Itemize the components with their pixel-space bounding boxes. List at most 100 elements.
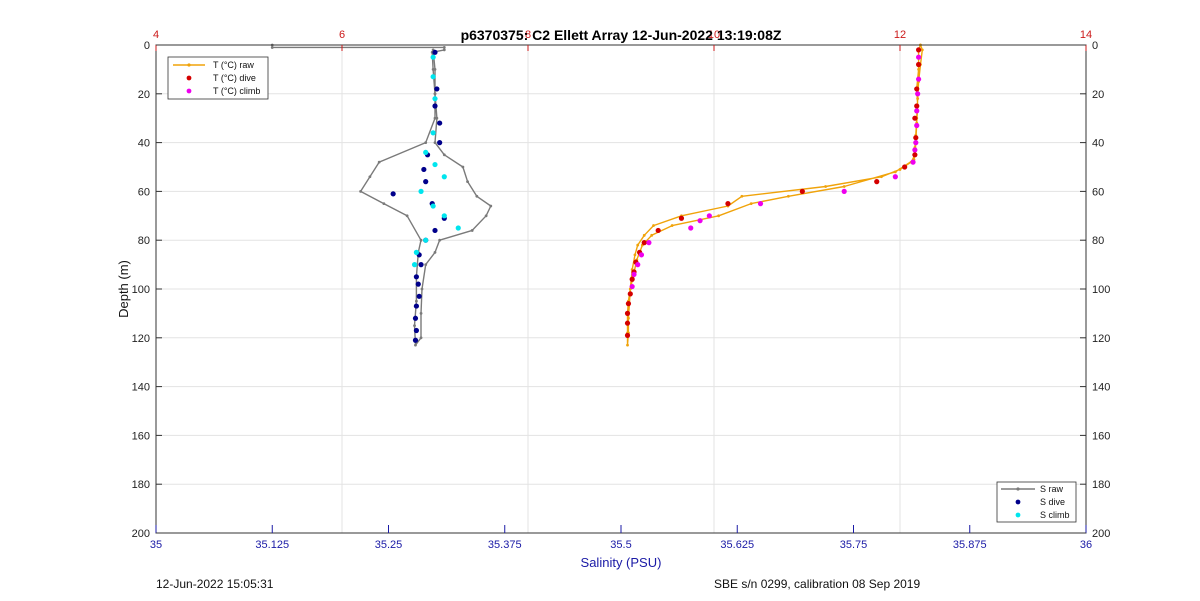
footer-timestamp: 12-Jun-2022 15:05:31 — [156, 577, 274, 591]
depth-tick-label-left: 100 — [132, 284, 150, 296]
series-marker-s-raw — [433, 251, 437, 254]
series-marker-t-c-raw — [717, 214, 721, 218]
data-point-t-c-dive — [641, 240, 647, 246]
data-point-s-climb — [423, 149, 429, 155]
data-point-t-c-dive — [913, 135, 919, 141]
x-axis-label: Salinity (PSU) — [581, 555, 662, 570]
data-point-t-c-climb — [892, 174, 898, 180]
data-point-t-c-climb — [910, 159, 916, 165]
y-axis-label: Depth (m) — [116, 260, 131, 318]
data-point-t-c-climb — [635, 262, 641, 268]
data-point-t-c-dive — [902, 164, 908, 170]
data-point-s-dive — [412, 337, 419, 343]
series-marker-s-raw — [433, 92, 437, 96]
series-marker-s-raw — [435, 116, 439, 120]
data-point-s-climb — [441, 174, 447, 180]
data-point-t-c-climb — [631, 271, 637, 277]
data-point-t-c-dive — [629, 276, 635, 282]
legend-s-dive-marker — [1015, 499, 1021, 505]
series-marker-s-raw — [419, 312, 423, 315]
series-marker-s-raw — [270, 46, 274, 49]
chart-title: p6370375: C2 Ellett Array 12-Jun-2022 13… — [461, 27, 782, 43]
data-point-s-dive — [413, 303, 419, 309]
data-point-t-c-dive — [625, 301, 632, 307]
series-marker-s-raw — [470, 229, 474, 232]
data-point-s-climb — [432, 161, 438, 168]
depth-tick-label-right: 100 — [1092, 284, 1110, 296]
series-marker-s-raw — [359, 190, 362, 193]
data-point-s-dive — [415, 281, 421, 287]
data-point-s-climb — [430, 74, 436, 80]
series-marker-s-raw — [466, 180, 469, 184]
depth-tick-label-left: 180 — [132, 479, 150, 491]
data-point-s-dive — [390, 191, 396, 197]
data-point-s-dive — [432, 227, 438, 234]
depth-tick-label-left: 60 — [138, 186, 150, 198]
depth-tick-label-left: 0 — [144, 40, 150, 52]
series-marker-s-raw — [419, 238, 423, 242]
data-point-t-c-dive — [799, 188, 805, 194]
depth-tick-label-right: 40 — [1092, 138, 1104, 150]
depth-tick-label-left: 160 — [132, 430, 150, 442]
series-marker-s-raw — [424, 263, 428, 266]
data-point-t-c-climb — [914, 108, 920, 114]
data-point-s-dive — [416, 293, 422, 299]
depth-tick-label-right: 200 — [1092, 528, 1110, 540]
salinity-tick-label: 35.5 — [610, 539, 631, 551]
series-marker-s-raw — [420, 287, 424, 291]
data-point-t-c-climb — [916, 76, 922, 82]
series-marker-s-raw — [433, 68, 437, 71]
data-point-s-climb — [423, 237, 429, 243]
salinity-tick-label: 35 — [150, 539, 162, 551]
salinity-tick-label: 36 — [1080, 539, 1092, 551]
data-point-t-c-climb — [697, 218, 703, 224]
salinity-tick-label: 35.75 — [840, 539, 868, 551]
data-point-s-dive — [432, 103, 438, 109]
data-point-s-climb — [430, 130, 436, 136]
legend-s-dive-label: S dive — [1040, 497, 1065, 507]
series-marker-s-raw — [377, 160, 381, 164]
depth-tick-label-right: 160 — [1092, 430, 1110, 442]
legend-s-climb-marker — [1015, 512, 1021, 518]
series-marker-s-raw — [405, 214, 409, 218]
data-point-s-climb — [411, 262, 418, 268]
data-point-s-climb — [413, 249, 419, 255]
series-marker-s-raw — [461, 165, 465, 169]
data-point-t-c-dive — [655, 227, 661, 234]
depth-tick-label-right: 0 — [1092, 40, 1098, 52]
data-point-t-c-climb — [629, 283, 635, 290]
salinity-tick-label: 35.375 — [488, 539, 522, 551]
legend-t-climb-marker — [186, 88, 192, 94]
legend-t-climb-label: T (°C) climb — [213, 86, 260, 96]
data-point-t-c-dive — [624, 310, 631, 316]
series-marker-t-c-raw — [880, 175, 883, 179]
data-point-t-c-dive — [916, 47, 922, 53]
salinity-tick-label: 35.25 — [375, 539, 403, 551]
depth-tick-label-right: 180 — [1092, 479, 1110, 491]
salinity-tick-label: 35.125 — [255, 539, 289, 551]
series-marker-t-c-raw — [740, 194, 744, 198]
depth-tick-label-left: 120 — [132, 333, 150, 345]
data-point-s-dive — [432, 49, 438, 55]
series-marker-t-c-raw — [824, 185, 827, 188]
data-point-s-dive — [413, 274, 419, 280]
depth-tick-label-left: 200 — [132, 528, 150, 540]
footer-calibration: SBE s/n 0299, calibration 08 Sep 2019 — [714, 577, 920, 591]
data-point-s-climb — [430, 54, 436, 60]
legend-s-climb-label: S climb — [1040, 510, 1070, 520]
temperature-tick-label: 14 — [1080, 29, 1092, 41]
series-marker-t-c-raw — [920, 48, 924, 52]
series-marker-s-raw — [442, 48, 446, 52]
legend-s-raw-label: S raw — [1040, 484, 1064, 494]
depth-tick-label-left: 140 — [132, 382, 150, 394]
legend-t-dive-marker — [186, 75, 192, 81]
depth-tick-label-left: 40 — [138, 138, 150, 150]
data-point-t-c-dive — [914, 103, 920, 109]
data-point-t-c-climb — [706, 213, 712, 219]
depth-tick-label-left: 80 — [138, 235, 150, 247]
salinity-tick-label: 35.625 — [720, 539, 754, 551]
data-point-t-c-dive — [914, 86, 920, 92]
grid-lines — [156, 45, 1086, 533]
series-marker-s-raw — [442, 46, 446, 49]
